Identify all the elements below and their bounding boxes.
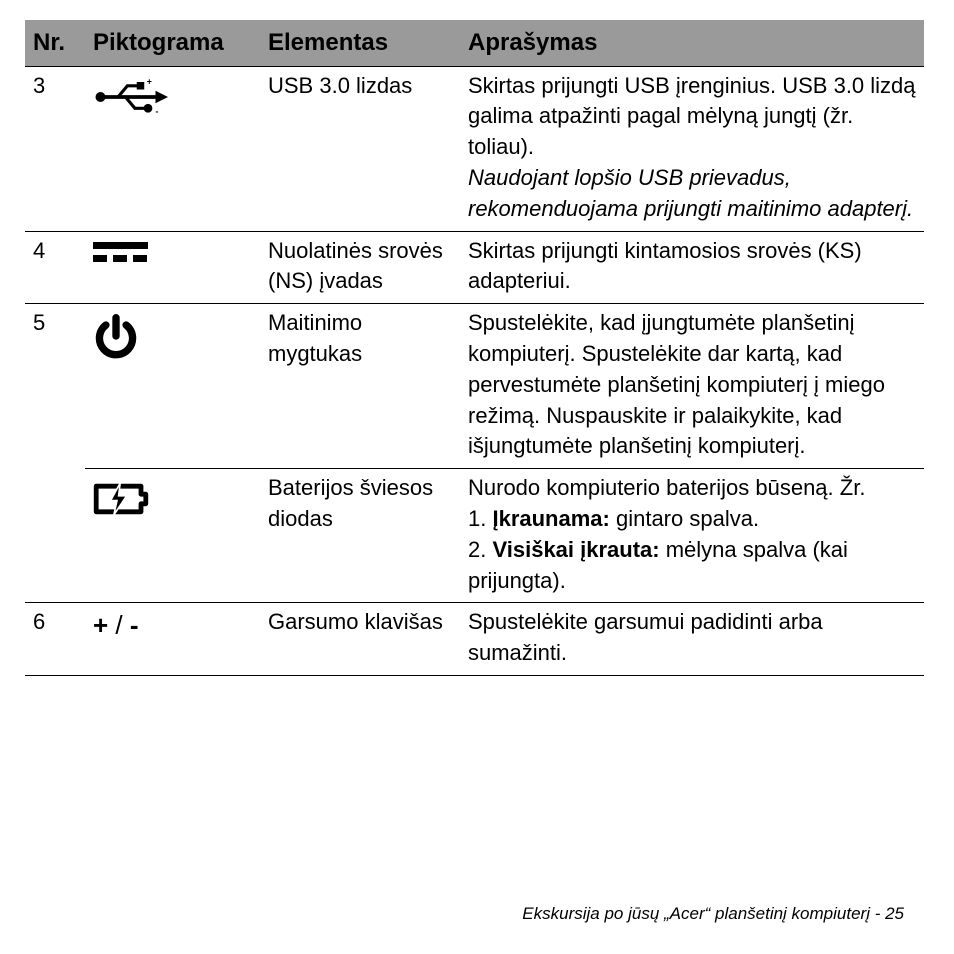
cell-desc: Spustelėkite, kad įjungtumėte planšetinį… (460, 304, 924, 469)
dc-input-icon (93, 242, 148, 262)
cell-desc: Skirtas prijungti kintamosios srovės (KS… (460, 231, 924, 304)
power-icon (93, 340, 139, 365)
header-nr: Nr. (25, 20, 85, 66)
cell-desc: Skirtas prijungti USB įrenginius. USB 3.… (460, 66, 924, 231)
cell-icon (85, 231, 260, 304)
cell-elem: Maitinimo mygtukas (260, 304, 460, 469)
svg-text:-: - (156, 106, 159, 116)
svg-text:+: + (147, 77, 152, 87)
desc-rest: gintaro spalva. (610, 506, 759, 531)
header-elem: Elementas (260, 20, 460, 66)
table-row: Baterijos šviesos diodas Nurodo kompiute… (25, 469, 924, 603)
table-row: 5 Maitinimo mygtukas Spustelėkite, kad į… (25, 304, 924, 469)
cell-nr: 3 (25, 66, 85, 231)
cell-elem: Garsumo klavišas (260, 603, 460, 676)
cell-icon: + / - (85, 603, 260, 676)
desc-text-italic: Naudojant lopšio USB prievadus, rekomend… (468, 165, 913, 221)
table-header-row: Nr. Piktograma Elementas Aprašymas (25, 20, 924, 66)
header-desc: Aprašymas (460, 20, 924, 66)
cell-nr: 4 (25, 231, 85, 304)
plus-icon: + (93, 610, 108, 640)
list-number: 1. (468, 506, 492, 531)
page-footer: Ekskursija po jūsų „Acer“ planšetinį kom… (522, 904, 904, 924)
cell-nr-empty (25, 469, 85, 603)
desc-bold: Įkraunama: (492, 506, 609, 531)
cell-desc: Nurodo kompiuterio baterijos būseną. Žr.… (460, 469, 924, 603)
cell-elem: Nuolatinės srovės (NS) įvadas (260, 231, 460, 304)
volume-key-icon: + / - (93, 610, 139, 640)
desc-text: Skirtas prijungti USB įrenginius. USB 3.… (468, 73, 916, 160)
spec-table: Nr. Piktograma Elementas Aprašymas 3 (25, 20, 924, 676)
cell-icon: + - (85, 66, 260, 231)
cell-icon (85, 469, 260, 603)
cell-nr: 5 (25, 304, 85, 469)
usb-icon: + - (93, 97, 168, 122)
table-row: 3 + - USB 3.0 lizdas (25, 66, 924, 231)
cell-elem: Baterijos šviesos diodas (260, 469, 460, 603)
slash: / (108, 610, 130, 640)
document-page: Nr. Piktograma Elementas Aprašymas 3 (0, 0, 954, 696)
table-row: 4 Nuolatinės srovės (NS) įvadas Skirtas … (25, 231, 924, 304)
cell-desc: Spustelėkite garsumui padidinti arba sum… (460, 603, 924, 676)
list-number: 2. (468, 537, 492, 562)
header-icon: Piktograma (85, 20, 260, 66)
cell-icon (85, 304, 260, 469)
table-row: 6 + / - Garsumo klavišas Spustelėkite ga… (25, 603, 924, 676)
minus-icon: - (130, 610, 139, 640)
cell-elem: USB 3.0 lizdas (260, 66, 460, 231)
cell-nr: 6 (25, 603, 85, 676)
desc-bold: Visiškai įkrauta: (492, 537, 659, 562)
battery-charging-icon (93, 499, 149, 524)
desc-intro: Nurodo kompiuterio baterijos būseną. Žr. (468, 475, 865, 500)
